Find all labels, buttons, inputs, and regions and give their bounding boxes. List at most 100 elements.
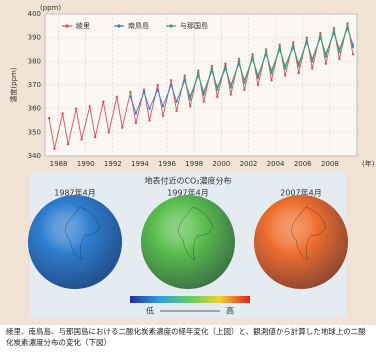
data-point xyxy=(142,90,146,94)
data-point xyxy=(305,38,309,42)
data-point xyxy=(319,34,322,37)
x-tick-label: 2008 xyxy=(321,160,339,168)
data-point xyxy=(229,86,233,89)
continent-outline xyxy=(291,206,327,261)
data-point xyxy=(66,142,70,146)
x-tick-label: 1990 xyxy=(77,160,95,168)
x-tick-label: 1988 xyxy=(50,160,68,168)
data-point xyxy=(270,71,273,75)
globe-label: 1987年4月 xyxy=(54,188,95,198)
color-scale xyxy=(130,296,250,303)
data-point xyxy=(148,107,151,110)
map-title: 地表付近のCO₂濃度分布 xyxy=(144,176,231,186)
data-point xyxy=(161,105,165,108)
x-tick-label: 1994 xyxy=(131,160,149,168)
caption: 綾里、南鳥島、与那国島における二酸化炭素濃度の経年変化（上図）と、観測値から計算… xyxy=(6,327,366,347)
scale-high: 高 xyxy=(226,306,234,316)
globe-shade xyxy=(28,195,122,289)
data-point xyxy=(351,53,355,56)
data-point xyxy=(351,45,355,49)
series-line xyxy=(48,23,354,150)
y-tick-label: 390 xyxy=(28,34,41,42)
x-tick-label: 2002 xyxy=(240,160,258,168)
data-point xyxy=(324,62,327,65)
data-point xyxy=(311,67,314,70)
data-point xyxy=(224,64,227,68)
data-point xyxy=(188,98,192,101)
continent-outline xyxy=(178,206,214,261)
legend-marker xyxy=(65,24,69,28)
data-point xyxy=(183,76,186,80)
data-point xyxy=(278,43,281,46)
data-point xyxy=(202,93,205,96)
data-point xyxy=(102,100,105,103)
data-point xyxy=(251,53,254,56)
data-point xyxy=(256,83,260,87)
data-point xyxy=(216,95,219,99)
legend-label: 与那国島 xyxy=(180,21,208,30)
x-tick-label: 1998 xyxy=(185,160,203,168)
data-point xyxy=(324,55,327,58)
data-point xyxy=(156,88,159,91)
data-point xyxy=(61,112,64,115)
data-point xyxy=(256,76,260,80)
y-tick-label: 370 xyxy=(28,81,41,89)
data-point xyxy=(346,24,349,28)
y-tick-label: 400 xyxy=(28,10,41,18)
y-tick-label: 360 xyxy=(28,105,41,113)
data-point xyxy=(229,93,233,96)
data-point xyxy=(305,36,309,39)
data-point xyxy=(75,107,78,110)
data-point xyxy=(88,105,91,108)
data-point xyxy=(346,22,349,25)
data-point xyxy=(332,27,336,30)
x-tick-label: 1996 xyxy=(158,160,176,168)
y-axis-label: 濃度(ppm) xyxy=(9,67,18,102)
data-point xyxy=(311,60,314,63)
data-point xyxy=(183,74,186,77)
data-point xyxy=(210,64,214,68)
data-point xyxy=(53,147,56,151)
legend-label: 南鳥島 xyxy=(128,21,149,30)
legend-marker xyxy=(169,24,173,28)
y-tick-label: 350 xyxy=(28,128,41,136)
x-tick-label: 1992 xyxy=(104,160,122,168)
data-point xyxy=(47,116,51,120)
data-point xyxy=(107,131,110,134)
data-point xyxy=(243,88,246,91)
data-point xyxy=(134,121,138,125)
continent-outline xyxy=(65,206,101,261)
data-point xyxy=(202,100,205,103)
data-point xyxy=(216,88,219,91)
data-point xyxy=(80,138,83,141)
data-point xyxy=(224,62,227,65)
globe-shade xyxy=(254,195,348,289)
data-point xyxy=(251,55,254,58)
data-point xyxy=(264,48,268,51)
y-tick-label: 380 xyxy=(28,57,41,65)
data-point xyxy=(134,112,138,115)
y-unit: (ppm) xyxy=(40,4,61,12)
y-tick-label: 340 xyxy=(28,152,41,160)
data-point xyxy=(156,83,159,87)
data-point xyxy=(237,57,241,61)
data-point xyxy=(283,67,287,70)
legend-marker xyxy=(117,24,121,28)
series-line xyxy=(184,24,354,101)
legend-label: 綾里 xyxy=(76,21,90,30)
data-point xyxy=(338,50,341,54)
data-point xyxy=(188,105,192,108)
data-point xyxy=(283,74,287,77)
data-point xyxy=(161,114,165,117)
data-point xyxy=(169,79,173,82)
x-unit: (年) xyxy=(362,159,375,168)
data-point xyxy=(175,109,178,113)
data-point xyxy=(264,50,268,54)
data-point xyxy=(115,95,119,99)
data-point xyxy=(148,119,151,122)
x-tick-label: 2000 xyxy=(212,160,230,168)
data-point xyxy=(129,90,132,94)
data-point xyxy=(93,135,97,139)
data-point xyxy=(197,71,200,75)
